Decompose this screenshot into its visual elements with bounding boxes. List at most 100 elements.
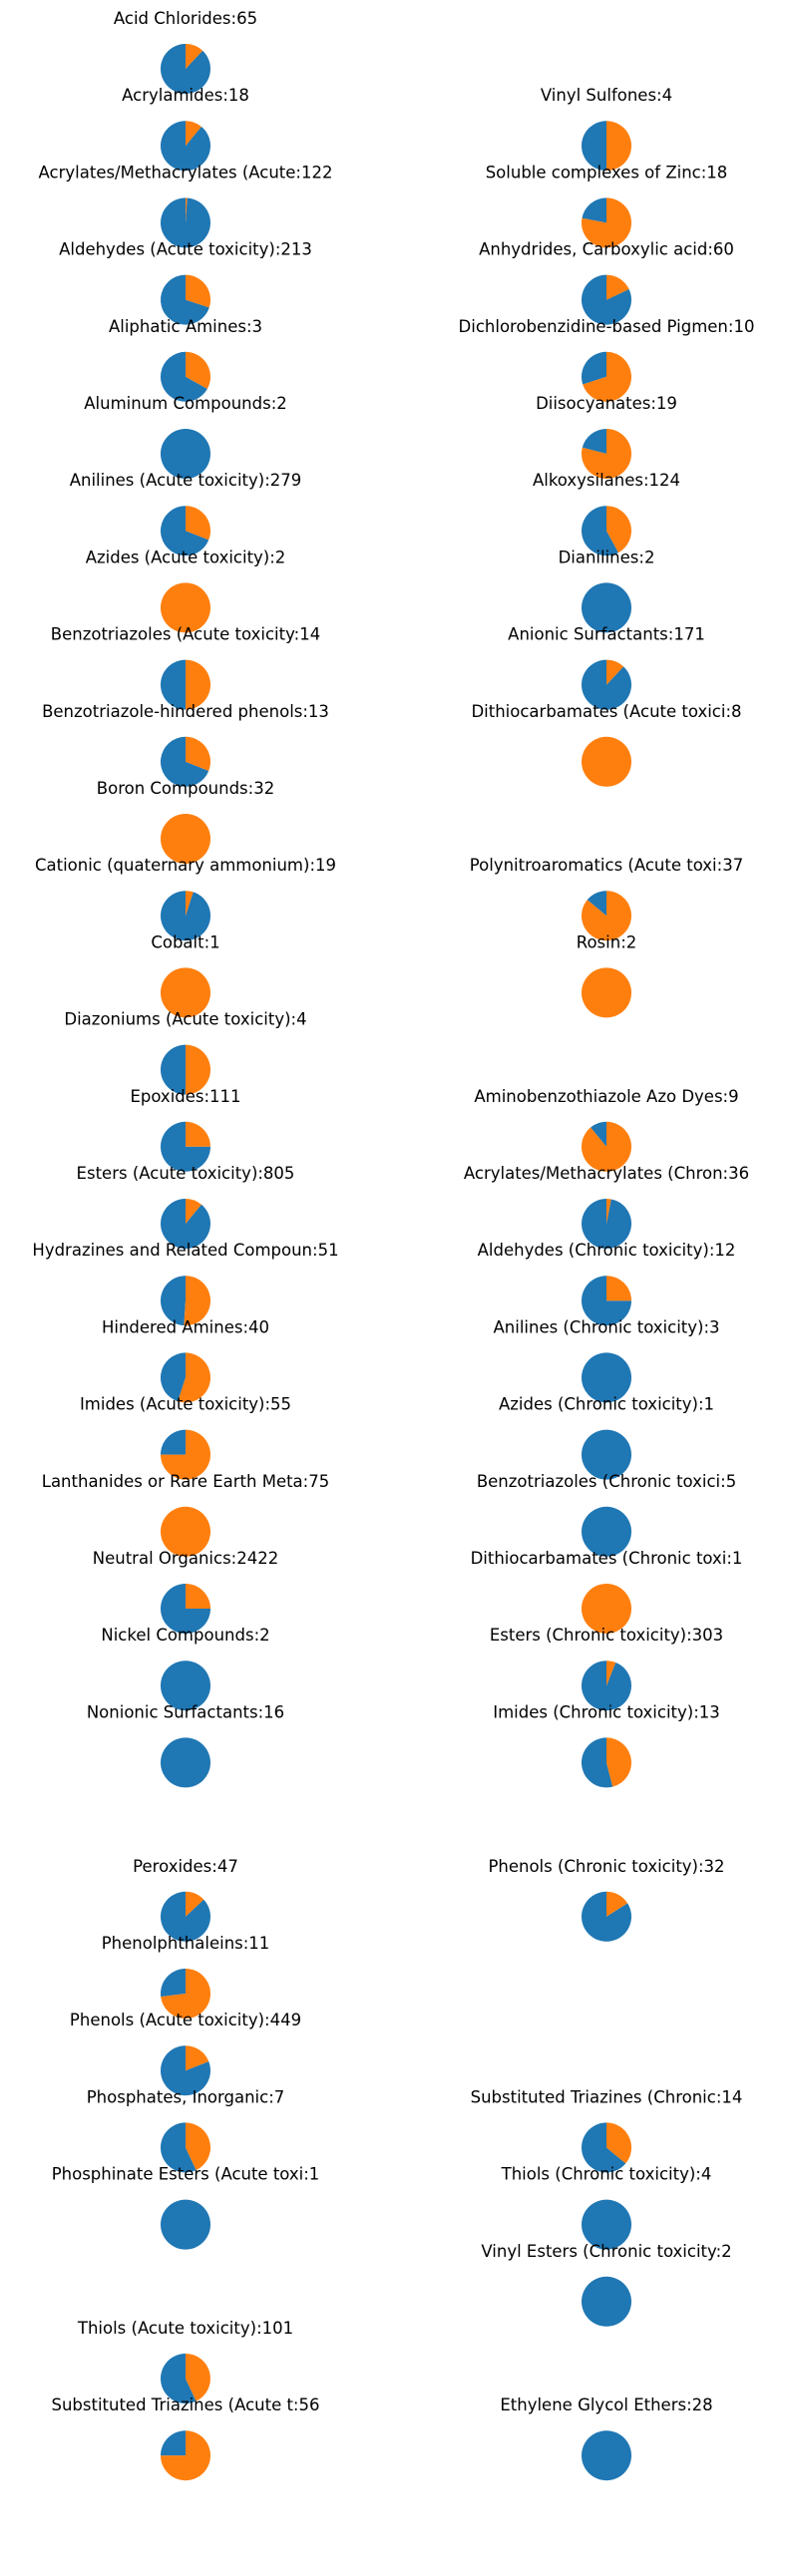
- pie-title: Esters (Acute toxicity):805: [77, 1164, 295, 1183]
- pie-subplot: Cationic (quaternary ammonium):19: [35, 856, 336, 941]
- pie-title: Neutral Organics:2422: [93, 1549, 278, 1568]
- pie-subplot: Vinyl Sulfones:4: [541, 86, 672, 172]
- pie-subplot: Rosin:2: [577, 932, 636, 1018]
- pie-slice-orange: [186, 197, 188, 223]
- pie-slice-orange: [582, 967, 631, 1018]
- pie-slice-blue: [582, 1352, 631, 1403]
- pie-subplot: Aliphatic Amines:3: [109, 317, 262, 402]
- pie-title: Aminobenzothiazole Azo Dyes:9: [474, 1087, 738, 1106]
- pie-title: Dichlorobenzidine-based Pigmen:10: [459, 317, 755, 336]
- pie-slice-orange: [582, 736, 631, 787]
- pie-slice-blue: [581, 659, 631, 710]
- pie-slice-blue: [161, 429, 210, 479]
- pie-title: Anilines (Acute toxicity):279: [70, 471, 302, 490]
- pie-subplot: Phenols (Acute toxicity):449: [70, 2011, 301, 2096]
- pie-slice-blue: [581, 351, 606, 385]
- pie-slice-blue: [160, 2122, 197, 2173]
- pie-slice-blue: [161, 1044, 186, 1095]
- pie-slice-orange: [606, 274, 629, 300]
- pie-slice-orange: [186, 2122, 210, 2171]
- pie-slice-blue: [161, 1276, 186, 1326]
- pie-subplot: Imides (Acute toxicity):55: [80, 1395, 291, 1480]
- pie-slice-blue: [581, 274, 631, 325]
- pie-title: Azides (Acute toxicity):2: [86, 548, 286, 566]
- pie-subplot: Thiols (Chronic toxicity):4: [501, 2165, 711, 2250]
- pie-title: Substituted Triazines (Acute t:56: [51, 2395, 319, 2414]
- pie-title: Polynitroaromatics (Acute toxi:37: [470, 856, 743, 875]
- pie-title: Acrylamides:18: [122, 86, 249, 105]
- pie-title: Thiols (Acute toxicity):101: [77, 2319, 293, 2338]
- pie-title: Phenols (Acute toxicity):449: [70, 2011, 301, 2029]
- pie-subplot: Benzotriazole-hindered phenols:13: [42, 702, 329, 787]
- pie-slice-orange: [606, 1198, 611, 1224]
- pie-title: Epoxides:111: [130, 1087, 240, 1106]
- pie-slice-orange: [186, 736, 210, 771]
- pie-subplot: Esters (Chronic toxicity):303: [490, 1626, 723, 1711]
- pie-title: Benzotriazole-hindered phenols:13: [42, 702, 329, 721]
- pie-slice-blue: [160, 2354, 197, 2403]
- pie-subplot: Acrylamides:18: [122, 86, 249, 172]
- pie-title: Cationic (quaternary ammonium):19: [35, 856, 336, 875]
- pie-subplot: Hindered Amines:40: [102, 1317, 269, 1403]
- pie-title: Soluble complexes of Zinc:18: [486, 163, 728, 182]
- pie-slice-blue: [160, 43, 210, 94]
- pie-slice-blue: [161, 1429, 186, 1455]
- pie-slice-blue: [582, 197, 606, 223]
- pie-slice-orange: [186, 2045, 209, 2071]
- pie-slice-orange: [606, 1660, 616, 1686]
- pie-subplot: Phenolphthaleins:11: [102, 1934, 270, 2019]
- pie-slice-blue: [591, 1121, 606, 1147]
- pie-title: Acid Chlorides:65: [114, 9, 257, 28]
- pie-slice-blue: [582, 121, 606, 172]
- pie-slice-blue: [161, 1660, 210, 1711]
- pie-title: Anionic Surfactants:171: [508, 625, 705, 644]
- pie-subplot: Aminobenzothiazole Azo Dyes:9: [474, 1087, 739, 1172]
- pie-subplot: Benzotriazoles (Acute toxicity:14: [51, 625, 320, 710]
- pie-slice-blue: [581, 1660, 631, 1711]
- pie-slice-orange: [606, 506, 632, 553]
- pie-slice-orange: [186, 1584, 210, 1609]
- pie-subplot: Hydrazines and Related Compoun:51: [32, 1241, 339, 1326]
- pie-slice-blue: [161, 2199, 210, 2250]
- pie-subplot: Phosphates, Inorganic:7: [87, 2087, 284, 2173]
- pie-subplot: Soluble complexes of Zinc:18: [486, 163, 728, 248]
- pie-subplot: Imides (Chronic toxicity):13: [493, 1702, 720, 1788]
- pie-subplot: Phosphinate Esters (Acute toxi:1: [52, 2165, 319, 2250]
- pie-slice-blue: [582, 2122, 626, 2173]
- pie-slice-blue: [160, 1352, 186, 1402]
- pie-slice-orange: [186, 1891, 204, 1917]
- pie-slice-orange: [606, 1891, 628, 1917]
- pie-slice-blue: [161, 1969, 186, 1998]
- pie-subplot: Acrylates/Methacrylates (Acute:122: [39, 163, 333, 248]
- pie-slice-blue: [581, 1737, 613, 1788]
- pie-subplot: Dichlorobenzidine-based Pigmen:10: [459, 317, 755, 402]
- pie-subplot: Dithiocarbamates (Chronic toxi:1: [471, 1549, 742, 1634]
- pie-slice-blue: [582, 1506, 631, 1557]
- pie-subplot: Aldehydes (Chronic toxicity):12: [478, 1241, 735, 1326]
- pie-title: Phenolphthaleins:11: [102, 1934, 270, 1953]
- pie-title: Anilines (Chronic toxicity):3: [493, 1317, 719, 1336]
- pie-subplot: Lanthanides or Rare Earth Meta:75: [42, 1472, 329, 1557]
- pie-title: Acrylates/Methacrylates (Acute:122: [39, 163, 333, 182]
- pie-slice-blue: [161, 2430, 186, 2456]
- pie-title: Dianilines:2: [559, 548, 655, 566]
- pie-slice-orange: [606, 2122, 632, 2164]
- pie-slice-orange: [161, 2430, 211, 2481]
- pie-slice-orange: [184, 1276, 211, 1326]
- pie-slice-blue: [161, 274, 209, 325]
- pie-title: Hydrazines and Related Compoun:51: [32, 1241, 338, 1260]
- pie-slice-orange: [178, 1352, 210, 1403]
- pie-subplot: Substituted Triazines (Acute t:56: [51, 2395, 320, 2481]
- pie-subplot: Boron Compounds:32: [97, 779, 274, 864]
- pie-subplot: Azides (Acute toxicity):2: [86, 548, 286, 633]
- pie-subplot: Aluminum Compounds:2: [84, 394, 287, 479]
- pie-subplot: Aldehydes (Acute toxicity):213: [59, 240, 312, 325]
- pie-slice-orange: [583, 351, 631, 402]
- pie-subplot: Anilines (Acute toxicity):279: [70, 471, 302, 556]
- pie-title: Aldehydes (Acute toxicity):213: [59, 240, 312, 259]
- pie-subplot: Esters (Acute toxicity):805: [77, 1164, 295, 1249]
- pie-title: Lanthanides or Rare Earth Meta:75: [42, 1472, 329, 1491]
- pie-slice-blue: [160, 2045, 210, 2096]
- pie-subplot: Dithiocarbamates (Acute toxici:8: [471, 702, 742, 787]
